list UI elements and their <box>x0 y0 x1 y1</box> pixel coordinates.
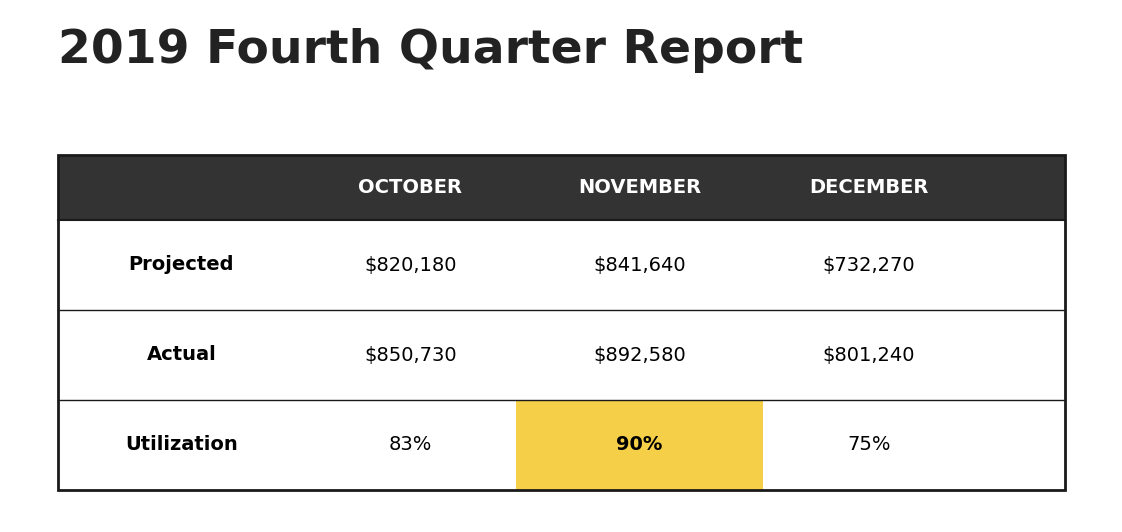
Text: $892,580: $892,580 <box>594 345 686 364</box>
Text: 2019 Fourth Quarter Report: 2019 Fourth Quarter Report <box>58 28 803 73</box>
Text: Utilization: Utilization <box>125 436 238 454</box>
Text: NOVEMBER: NOVEMBER <box>578 178 701 197</box>
Text: OCTOBER: OCTOBER <box>358 178 462 197</box>
Text: $820,180: $820,180 <box>365 255 457 275</box>
Bar <box>58 400 1065 490</box>
Text: 83%: 83% <box>388 436 432 454</box>
Text: 75%: 75% <box>847 436 891 454</box>
Text: 90%: 90% <box>616 436 663 454</box>
Bar <box>58 310 1065 400</box>
Bar <box>58 155 1065 220</box>
Text: $850,730: $850,730 <box>365 345 457 364</box>
Text: $841,640: $841,640 <box>594 255 686 275</box>
Text: DECEMBER: DECEMBER <box>809 178 928 197</box>
Bar <box>58 220 1065 310</box>
Text: Actual: Actual <box>147 345 217 364</box>
Bar <box>58 155 1065 490</box>
Bar <box>516 400 763 490</box>
Text: $801,240: $801,240 <box>822 345 914 364</box>
Text: $732,270: $732,270 <box>822 255 914 275</box>
Text: Projected: Projected <box>129 255 234 275</box>
